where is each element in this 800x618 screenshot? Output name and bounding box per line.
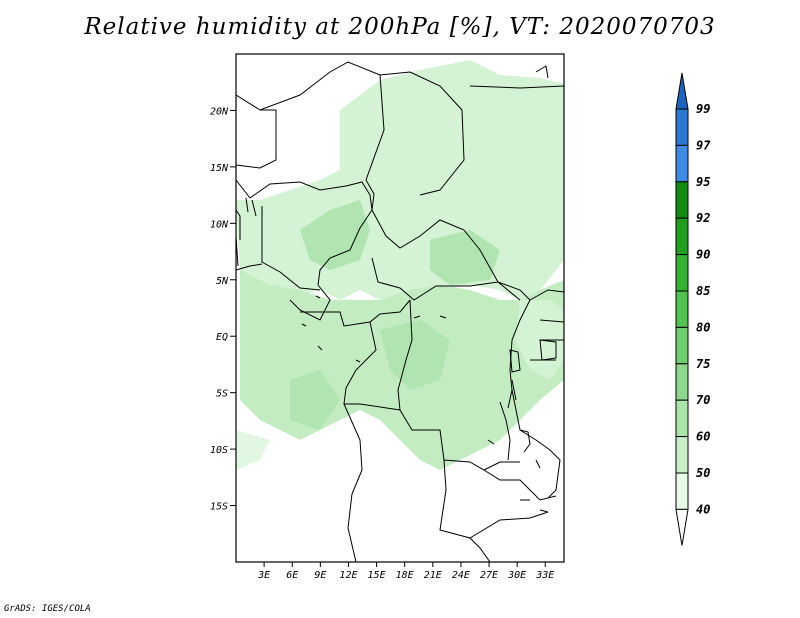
lat-tick-label: 5N <box>216 276 229 287</box>
map-panel: 20N 15N 10N 5N EQ 5S 10S 15S 3E 6E 9E 12E 15E 18E 21E… <box>210 53 565 581</box>
border-nigeria <box>235 179 373 211</box>
colorbar-box <box>675 108 689 146</box>
colorbar-label: 60 <box>696 430 710 444</box>
colorbar-box <box>675 436 689 474</box>
lon-tick-label: 15E <box>368 570 386 581</box>
lon-tick-label: 12E <box>339 570 357 581</box>
colorbar-label: 92 <box>696 211 710 225</box>
border-chad-east <box>317 74 385 286</box>
lat-tick-label: 10N <box>210 219 229 230</box>
colorbar-box <box>675 363 689 401</box>
colorbar-box <box>675 326 689 365</box>
border-niger-nigeria <box>235 109 277 169</box>
lon-tick-label: 3E <box>257 570 270 581</box>
colorbar-bottom-arrow <box>675 508 689 546</box>
rh-region-bands <box>290 200 500 430</box>
colorbar-label: 97 <box>696 138 711 152</box>
longitude-axis: 3E 6E 9E 12E 15E 18E 21E 24E 27E 30E 33E <box>257 562 554 581</box>
border-cameroon-south <box>289 284 331 321</box>
border-drc-east <box>397 299 413 411</box>
border-car-north <box>371 209 521 301</box>
colorbar-label: 75 <box>696 357 710 371</box>
border-libya-chad-sudan <box>235 61 465 196</box>
colorbar-top-arrow <box>675 72 689 110</box>
lat-tick-label: 15N <box>210 163 229 174</box>
lon-tick-label: 33E <box>535 570 554 581</box>
lon-tick-label: 24E <box>452 570 470 581</box>
credit-label: GrADS: IGES/COLA <box>4 604 91 614</box>
lon-tick-label: 27E <box>480 570 498 581</box>
lat-tick-label: 20N <box>210 106 229 117</box>
colorbar-label: 85 <box>696 284 710 298</box>
border-congo-drc <box>343 321 520 471</box>
border-angola-zambia <box>439 459 491 563</box>
border-kenya-uganda <box>529 289 565 361</box>
colorbar-label: 50 <box>696 466 710 480</box>
colorbar-box <box>675 290 689 328</box>
lon-tick-label: 30E <box>507 570 526 581</box>
country-borders <box>235 61 565 563</box>
border-inland-islands <box>301 295 495 445</box>
map-frame <box>235 53 565 563</box>
colorbar-label: 40 <box>696 502 710 516</box>
border-north-east-islands <box>469 65 565 89</box>
colorbar-box <box>675 399 689 438</box>
colorbar-box <box>675 144 689 183</box>
lon-tick-label: 6E <box>286 570 298 581</box>
colorbar-box <box>675 217 689 256</box>
border-drc-uganda <box>497 281 531 409</box>
border-angola <box>343 403 363 563</box>
border-zambia-east <box>469 469 557 539</box>
lat-tick-label: EQ <box>216 332 228 343</box>
lat-tick-label: 15S <box>210 502 228 513</box>
lon-tick-label: 9E <box>314 570 326 581</box>
colorbar-box <box>675 254 689 292</box>
border-lakes <box>499 339 557 513</box>
colorbar-box <box>675 181 689 219</box>
colorbar-label: 70 <box>696 393 710 407</box>
lon-tick-label: 21E <box>424 570 442 581</box>
colorbar: 99 97 95 92 90 85 80 75 70 60 50 40 <box>675 72 711 546</box>
colorbar-label: 80 <box>696 320 710 334</box>
lat-tick-label: 10S <box>210 445 228 456</box>
border-car-south <box>371 257 499 301</box>
colorbar-box <box>675 472 689 510</box>
latitude-axis: 20N 15N 10N 5N EQ 5S 10S 15S <box>210 106 236 513</box>
rh-region-south-patch <box>236 430 270 470</box>
colorbar-label: 99 <box>696 102 710 116</box>
border-nigeria-cameroon <box>261 206 321 291</box>
colorbar-label: 90 <box>696 248 710 262</box>
border-wa-coast <box>235 197 263 271</box>
lon-tick-label: 18E <box>396 570 414 581</box>
map-title: Relative humidity at 200hPa [%], VT: 202… <box>84 14 716 40</box>
lat-tick-label: 5S <box>216 389 228 400</box>
colorbar-label: 95 <box>696 175 710 189</box>
